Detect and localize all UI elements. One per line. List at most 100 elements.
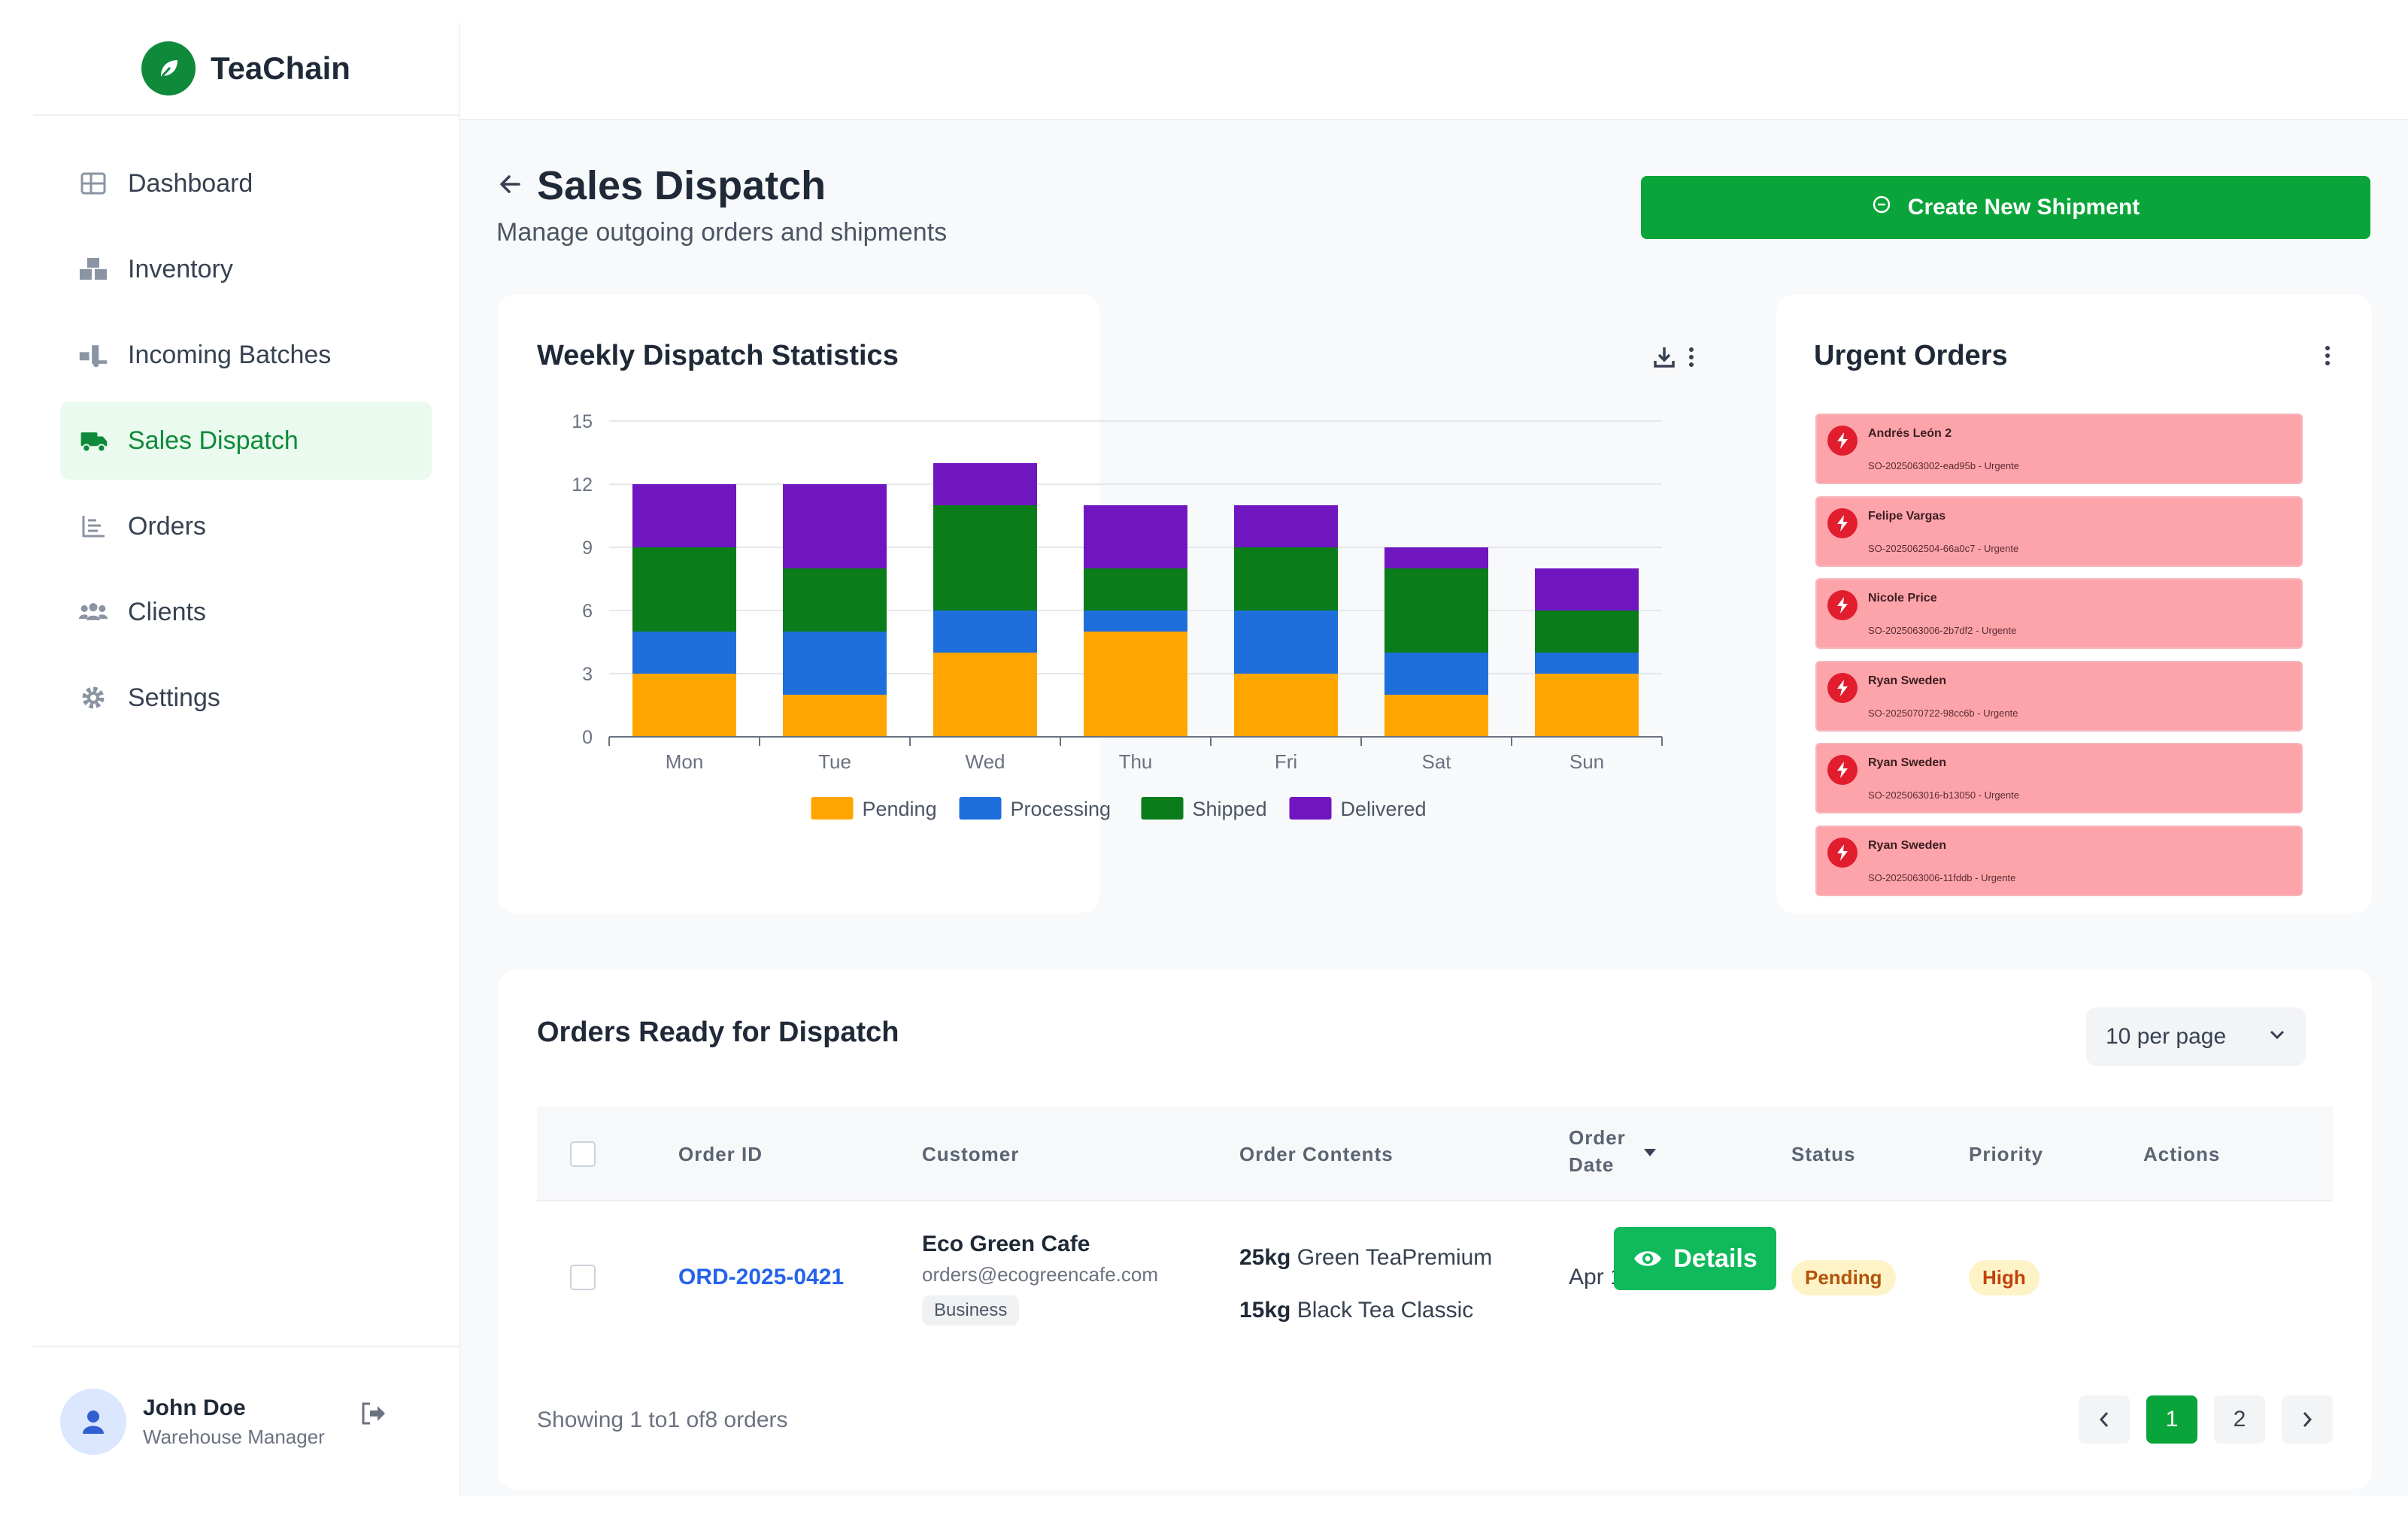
th-order-id[interactable]: Order ID bbox=[678, 1143, 763, 1165]
chart-toolbar bbox=[1651, 344, 1695, 374]
urgent-order-ref: SO-2025063002-ead95b - Urgente bbox=[1868, 460, 2019, 471]
content-qty: 25kg bbox=[1239, 1245, 1291, 1270]
sidebar-item-dashboard[interactable]: Dashboard bbox=[60, 144, 432, 223]
more-vertical-icon[interactable] bbox=[2324, 344, 2331, 371]
y-axis-ticks: 0 3 6 9 12 15 bbox=[572, 411, 593, 748]
sidebar-item-label: Orders bbox=[128, 511, 206, 541]
x-tick-label: Mon bbox=[666, 750, 704, 773]
legend-label: Processing bbox=[1011, 798, 1112, 820]
sidebar-item-sales-dispatch[interactable]: Sales Dispatch bbox=[60, 401, 432, 480]
details-button[interactable]: Details bbox=[1614, 1227, 1776, 1290]
bar-segment-pending bbox=[783, 695, 887, 737]
bar-segment-shipped bbox=[933, 505, 1037, 611]
user-info: John Doe Warehouse Manager bbox=[143, 1395, 325, 1449]
table-row: ORD-2025-0421 Eco Green Cafe orders@ecog… bbox=[537, 1203, 2333, 1353]
urgent-order-item[interactable]: Andrés León 2 SO-2025063002-ead95b - Urg… bbox=[1815, 414, 2303, 484]
urgent-order-name: Ryan Sweden bbox=[1868, 756, 1947, 769]
create-shipment-button[interactable]: Create New Shipment bbox=[1641, 176, 2370, 239]
urgent-order-item[interactable]: Ryan Sweden SO-2025063016-b13050 - Urgen… bbox=[1815, 743, 2303, 814]
weekly-dispatch-chart: 0 3 6 9 12 15 Mon Tue Wed Thu Fri Sat Sun Pending Pr… bbox=[572, 411, 1663, 820]
bar-segment-processing bbox=[632, 632, 736, 674]
y-tick-label: 9 bbox=[582, 538, 593, 559]
bar-segment-pending bbox=[632, 674, 736, 737]
bolt-icon bbox=[1827, 508, 1858, 538]
more-vertical-icon[interactable] bbox=[1688, 346, 1695, 372]
urgent-order-item[interactable]: Ryan Sweden SO-2025063006-11fddb - Urgen… bbox=[1815, 825, 2303, 896]
y-tick-label: 15 bbox=[572, 411, 593, 432]
chart-bars bbox=[632, 463, 1639, 737]
th-order-contents[interactable]: Order Contents bbox=[1239, 1143, 1394, 1165]
y-tick-label: 0 bbox=[582, 727, 593, 748]
per-page-select[interactable]: 10 per page bbox=[2086, 1007, 2306, 1066]
user-name: John Doe bbox=[143, 1395, 246, 1420]
urgent-order-item[interactable]: Nicole Price SO-2025063006-2b7df2 - Urge… bbox=[1815, 578, 2303, 649]
th-customer[interactable]: Customer bbox=[922, 1143, 1020, 1165]
sidebar-item-label: Inventory bbox=[128, 254, 233, 283]
logout-icon[interactable] bbox=[359, 1401, 388, 1430]
sidebar-item-orders[interactable]: Orders bbox=[60, 487, 432, 565]
page-button-2[interactable]: 2 bbox=[2214, 1395, 2265, 1444]
customer-name: Eco Green Cafe bbox=[922, 1232, 1090, 1256]
avatar[interactable] bbox=[60, 1389, 126, 1455]
legend-swatch-shipped bbox=[1141, 797, 1184, 820]
customer-type-badge: Business bbox=[922, 1295, 1020, 1326]
sidebar-item-label: Sales Dispatch bbox=[128, 426, 299, 455]
bolt-icon bbox=[1827, 755, 1858, 785]
truck-fast-icon bbox=[78, 426, 108, 456]
x-tick-label: Sat bbox=[1421, 750, 1451, 773]
user-role: Warehouse Manager bbox=[143, 1425, 325, 1448]
urgent-order-name: Ryan Sweden bbox=[1868, 838, 1947, 852]
prev-page-button[interactable] bbox=[2079, 1395, 2130, 1444]
bar-segment-pending bbox=[1384, 695, 1488, 737]
page-button-1[interactable]: 1 bbox=[2146, 1395, 2197, 1444]
th-order-date-line1[interactable]: Order bbox=[1569, 1126, 1626, 1149]
bolt-icon bbox=[1827, 837, 1858, 868]
sidebar-item-settings[interactable]: Settings bbox=[60, 659, 432, 737]
brand-name: TeaChain bbox=[211, 50, 350, 86]
plus-circle-icon bbox=[1872, 195, 1891, 220]
bar-segment-pending bbox=[1535, 674, 1639, 737]
urgent-orders-list: Andrés León 2 SO-2025063002-ead95b - Urg… bbox=[1815, 414, 2303, 907]
chart-title: Weekly Dispatch Statistics bbox=[537, 340, 899, 371]
status-badge: Pending bbox=[1791, 1260, 1896, 1295]
urgent-order-ref: SO-2025062504-66a0c7 - Urgente bbox=[1868, 542, 2019, 554]
details-label: Details bbox=[1673, 1244, 1757, 1273]
sidebar-item-inventory[interactable]: Inventory bbox=[60, 230, 432, 308]
th-priority[interactable]: Priority bbox=[1969, 1143, 2044, 1165]
select-all-checkbox[interactable] bbox=[570, 1141, 596, 1167]
orders-table-title: Orders Ready for Dispatch bbox=[537, 1017, 899, 1048]
legend-swatch-pending bbox=[811, 797, 854, 820]
bolt-icon bbox=[1827, 590, 1858, 620]
page-header: Sales Dispatch Manage outgoing orders an… bbox=[496, 162, 947, 247]
pagination-summary: Showing 1 to1 of8 orders bbox=[537, 1407, 788, 1432]
order-id-link[interactable]: ORD-2025-0421 bbox=[678, 1265, 845, 1289]
bar-segment-delivered bbox=[1535, 568, 1639, 611]
table-header: Order ID Customer Order Contents Order D… bbox=[537, 1107, 2333, 1201]
back-arrow-icon[interactable] bbox=[496, 171, 523, 201]
leaf-icon bbox=[141, 41, 196, 95]
bolt-icon bbox=[1827, 426, 1858, 456]
sort-down-icon[interactable] bbox=[1642, 1147, 1657, 1162]
bar-segment-shipped bbox=[1535, 611, 1639, 653]
row-checkbox[interactable] bbox=[570, 1265, 596, 1290]
sidebar-item-label: Settings bbox=[128, 683, 220, 712]
download-icon[interactable] bbox=[1651, 344, 1677, 374]
x-tick-label: Fri bbox=[1275, 750, 1297, 773]
per-page-value: 10 per page bbox=[2106, 1024, 2227, 1049]
legend-swatch-processing bbox=[959, 797, 1002, 820]
bar-segment-pending bbox=[1084, 632, 1187, 737]
brand[interactable]: TeaChain bbox=[33, 23, 459, 116]
th-order-date-line2[interactable]: Date bbox=[1569, 1153, 1615, 1176]
urgent-order-item[interactable]: Felipe Vargas SO-2025062504-66a0c7 - Urg… bbox=[1815, 495, 2303, 567]
chevron-down-icon bbox=[2270, 1030, 2285, 1040]
y-tick-label: 12 bbox=[572, 474, 593, 495]
next-page-button[interactable] bbox=[2282, 1395, 2333, 1444]
urgent-order-item[interactable]: Ryan Sweden SO-2025070722-98cc6b - Urgen… bbox=[1815, 660, 2303, 732]
legend-swatch-delivered bbox=[1289, 797, 1332, 820]
sidebar-item-clients[interactable]: Clients bbox=[60, 573, 432, 651]
sidebar-item-incoming-batches[interactable]: Incoming Batches bbox=[60, 316, 432, 394]
th-status[interactable]: Status bbox=[1791, 1143, 1856, 1165]
page-subtitle: Manage outgoing orders and shipments bbox=[496, 218, 948, 247]
bar-segment-processing bbox=[1234, 611, 1338, 674]
y-tick-label: 3 bbox=[582, 664, 593, 685]
